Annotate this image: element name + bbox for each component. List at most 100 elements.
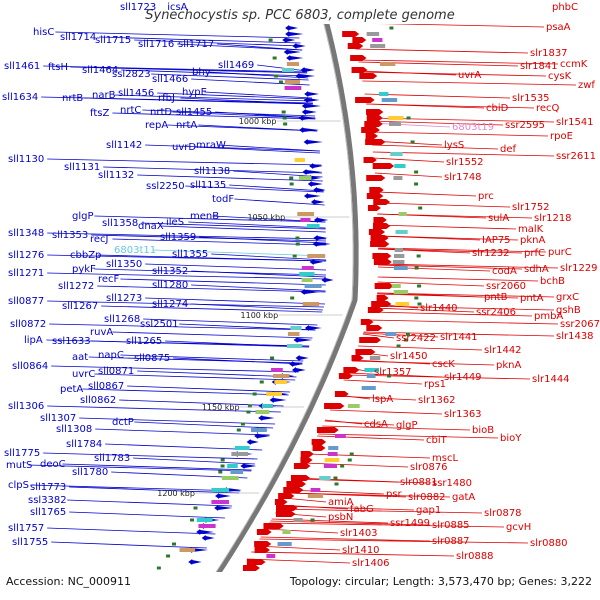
minus-strand-arrowhead [303,139,308,145]
cog-block [301,266,314,270]
gc-tick [333,476,338,480]
gc-tick [247,404,252,408]
leader-line [376,202,511,208]
cog-block [307,494,324,498]
leader-line [198,124,318,132]
gene-label: mutS [6,460,32,471]
leader-line [99,36,301,44]
plus-strand-feature [286,481,306,487]
leader-line [62,463,252,471]
gene-label: slr1442 [484,345,522,356]
minus-strand-feature [260,416,275,420]
leader-line [368,120,504,126]
cog-block [335,434,346,438]
plus-strand-feature [360,319,374,325]
gene-label: mscL [432,453,458,464]
minus-strand-feature [300,116,315,120]
leader-line [47,272,326,280]
gene-label: napC [98,350,124,361]
gene-label: slr0880 [530,538,568,549]
gene-label: aat [72,352,88,363]
gc-tick [218,470,223,474]
gc-tick [220,464,225,468]
gene-label: rpoE [550,131,573,142]
cog-block [328,446,339,450]
cog-block [297,212,315,216]
gc-tick [166,554,171,558]
leader-line [246,558,351,564]
plus-strand-feature [366,193,384,199]
gene-label: todF [212,194,234,205]
gene-label: sll0877 [8,296,44,307]
leader-line [95,428,270,436]
leader-line [160,225,326,233]
plus-strand-feature [355,349,376,355]
gene-label: psbN [328,512,353,523]
gene-label: ftsZ [90,108,109,119]
minus-strand-arrowhead [196,529,201,535]
plus-strand-feature [324,403,345,409]
gene-label: sll0864 [12,361,48,372]
gene-label: sll1132 [98,170,134,181]
minus-strand-arrowhead [303,193,308,199]
gene-label: sll1755 [12,537,48,548]
gene-label: sll1466 [152,74,188,85]
gc-tick [268,38,273,42]
leader-line [69,511,225,519]
gene-label: ccmK [560,59,588,70]
leader-line [345,374,531,380]
cog-block [370,44,386,48]
cog-block [282,68,295,72]
gc-tick [289,176,294,180]
gene-label: codA [492,266,517,277]
cog-block [394,164,406,168]
gene-label: sll1715 [95,35,131,46]
gc-tick [290,296,295,300]
leader-line [358,345,483,351]
gene-label: sll0872 [10,319,46,330]
gene-label: slr1362 [418,395,456,406]
minus-strand-feature [293,368,306,372]
minus-strand-feature [312,200,325,204]
cog-block [327,452,338,456]
gc-tick [240,422,245,426]
coordinate-ruler: 1000 kbp 1050 kbp 1100 kbp 1150 kbp 1200 kbp [157,117,350,498]
gene-label: lipA [24,335,43,346]
leader-line [28,464,252,472]
plus-strand-feature [370,235,389,241]
gene-label: slr1441 [440,332,478,343]
gene-label: sll1461 [4,61,40,72]
leader-line [374,172,443,178]
gene-label: slr0878 [484,508,522,519]
leader-line [191,284,326,292]
cog-block [286,344,303,348]
leader-line [199,236,327,244]
gene-label: recJ [90,234,109,245]
gene-label: ssr1480 [432,478,472,489]
gc-tick [404,338,409,342]
gene-label: menB [190,211,219,222]
leader-line [134,39,302,47]
cog-block [284,86,302,90]
gc-tick [236,428,241,432]
gene-label: slr1450 [390,351,428,362]
minus-strand-arrowhead [254,433,259,439]
leader-line [378,24,545,28]
leader-line [351,360,495,366]
gene-label: rfbJ [158,93,175,104]
cog-block [198,524,216,528]
gene-label: sll1353 [52,230,88,241]
leader-line [51,541,207,549]
plus-strand-feature [352,37,367,43]
leader-line [279,505,415,511]
leader-line [346,372,443,378]
gene-label: sll0867 [88,381,124,392]
leader-line [370,131,549,137]
minus-strand-feature [271,398,287,402]
gene-label: pntB [484,292,508,303]
cog-block [273,374,290,378]
gene-label: sll1358 [102,218,138,229]
cog-block [294,158,305,162]
minus-strand-feature [305,140,323,144]
